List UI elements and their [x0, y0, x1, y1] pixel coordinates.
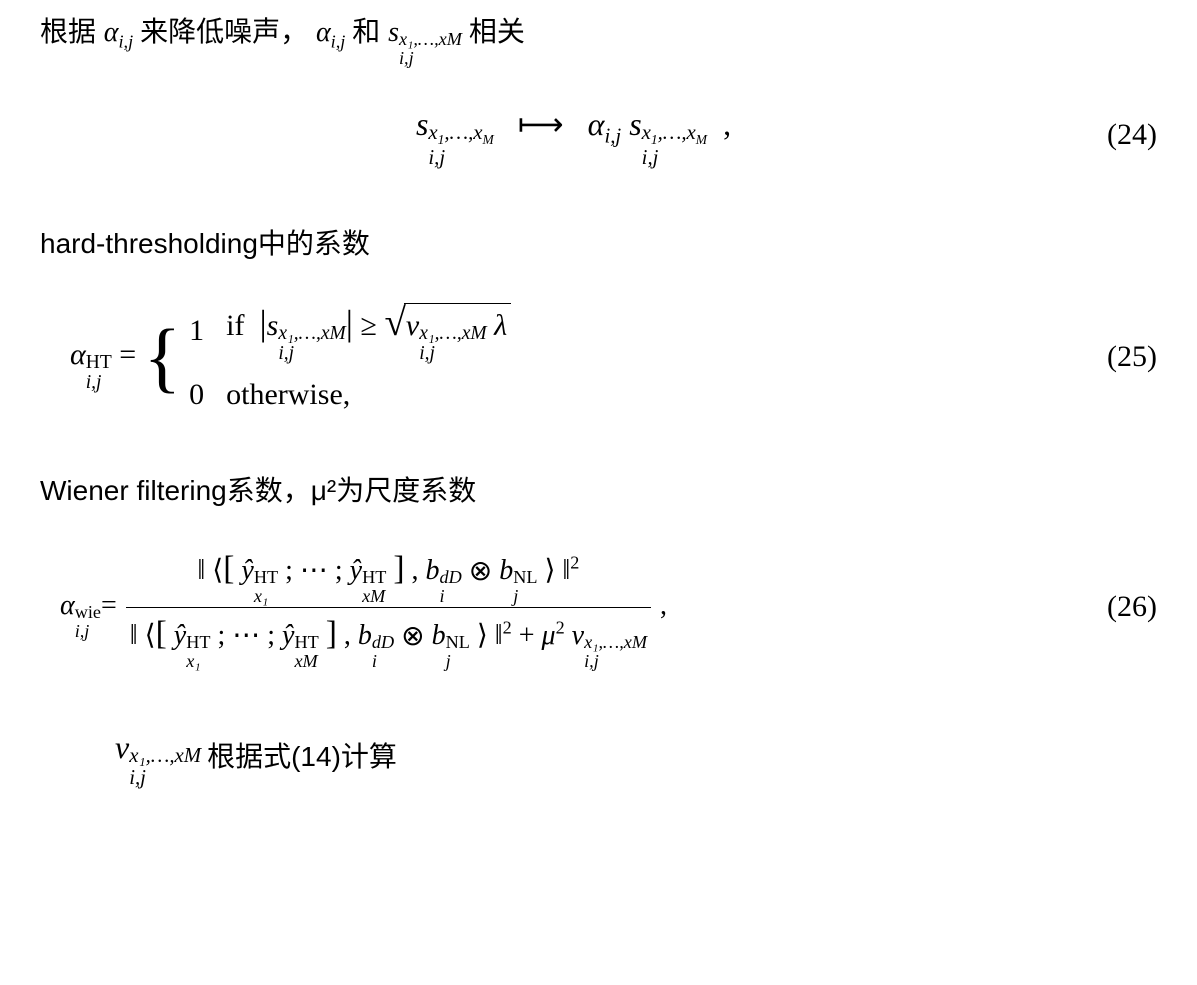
- equation-26: αwiei,j= ‖ ⟨[ ŷHTx₁ ; ⋯ ; ŷHTxM ] , bdDi…: [60, 545, 1157, 670]
- fraction: ‖ ⟨[ ŷHTx₁ ; ⋯ ; ŷHTxM ] , bdDi ⊗ bNLj ⟩…: [126, 545, 651, 670]
- t4: 相关: [469, 16, 525, 47]
- brace-icon: {: [144, 322, 181, 392]
- sqrt: √ vx₁,…,xMi,j λ: [384, 303, 511, 364]
- eq25-body: αHTi,j = { 1 if |sx₁,…,xMi,j| ≥ √: [70, 298, 1087, 416]
- equation-25: αHTi,j = { 1 if |sx₁,…,xMi,j| ≥ √: [60, 298, 1157, 416]
- equation-24: s x1,…,xM i,j ⟼ αi,j s x1,…,xM i,j , (24…: [60, 102, 1157, 169]
- tensor-icon: ⊗: [469, 556, 492, 587]
- case-1: 1 if |sx₁,…,xMi,j| ≥ √ vx₁,…,xMi,j λ: [189, 298, 511, 364]
- t1: 根据: [40, 16, 104, 47]
- eq24-number: (24): [1107, 114, 1157, 156]
- eq24-body: s x1,…,xM i,j ⟼ αi,j s x1,…,xM i,j ,: [60, 102, 1087, 169]
- alpha-ij: αi,j: [104, 17, 140, 48]
- intro-line: 根据 αi,j 来降低噪声， αi,j 和 sx₁,…,xMi,j 相关: [40, 12, 1157, 67]
- footnote-line: vx₁,…,xMi,j 根据式(14)计算: [115, 725, 1157, 789]
- t3: 和: [352, 16, 388, 47]
- wiener-heading: Wiener filtering系数，μ²为尺度系数: [40, 471, 1157, 510]
- eq26-number: (26): [1107, 586, 1157, 628]
- v-var: vx₁,…,xMi,j: [115, 725, 201, 789]
- footnote-text: 根据式(14)计算: [207, 737, 397, 776]
- t2: 来降低噪声，: [140, 16, 308, 47]
- mapsto-arrow: ⟼: [518, 106, 564, 142]
- s-var: sx₁,…,xMi,j: [388, 17, 469, 48]
- case-2: 0 otherwise,: [189, 374, 511, 416]
- hard-thresholding-heading: hard-thresholding中的系数: [40, 224, 1157, 263]
- alpha-ij-2: αi,j: [316, 17, 352, 48]
- eq26-body: αwiei,j= ‖ ⟨[ ŷHTx₁ ; ⋯ ; ŷHTxM ] , bdDi…: [60, 545, 1087, 670]
- eq25-number: (25): [1107, 336, 1157, 378]
